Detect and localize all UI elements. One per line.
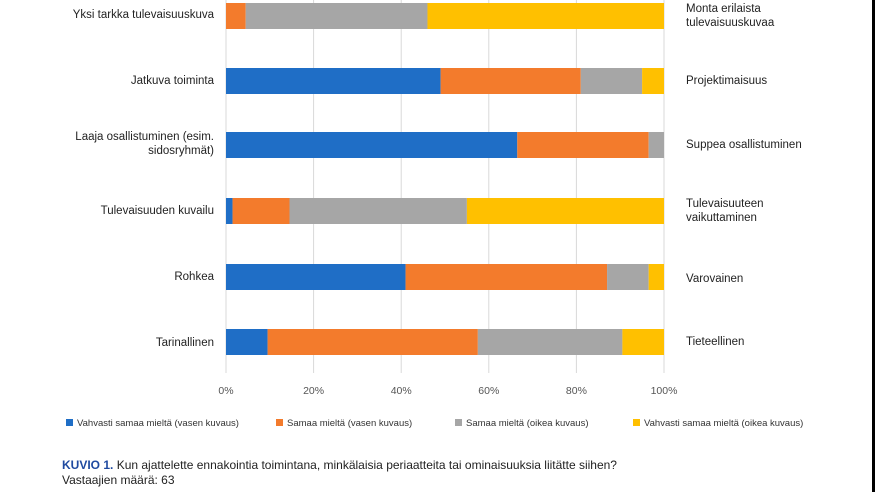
bar-segment — [226, 3, 246, 29]
right-category-label: Varovainen — [686, 273, 744, 285]
left-category-label: Rohkea — [174, 271, 214, 283]
left-category-label: Jatkuva toiminta — [130, 75, 214, 87]
left-category-label: Yksi tarkka tulevaisuuskuva — [72, 9, 214, 21]
bar-segment — [267, 329, 478, 355]
bar-segment — [226, 68, 441, 94]
x-tick-label: 20% — [303, 385, 324, 397]
bar-segment — [648, 132, 664, 158]
respondent-count: Vastaajien määrä: 63 — [62, 473, 175, 487]
legend-label: Samaa mieltä (oikea kuvaus) — [466, 418, 589, 429]
legend-item: Samaa mieltä (oikea kuvaus) — [455, 418, 589, 429]
bar-segment — [466, 198, 664, 224]
caption-label: KUVIO 1. — [62, 458, 114, 472]
right-category-label: Suppea osallistuminen — [686, 139, 802, 151]
bar-segment — [607, 264, 649, 290]
bar-segment — [226, 132, 518, 158]
left-category-label: Laaja osallistuminen (esim. sidosryhmät) — [75, 131, 214, 157]
bar-segment — [232, 198, 290, 224]
legend-item: Vahvasti samaa mieltä (oikea kuvaus) — [633, 418, 803, 429]
legend-label: Vahvasti samaa mieltä (oikea kuvaus) — [644, 418, 804, 429]
bar-segment — [648, 264, 664, 290]
legend-item: Vahvasti samaa mieltä (vasen kuvaus) — [66, 418, 239, 429]
bar-segment — [226, 264, 406, 290]
legend-item: Samaa mieltä (vasen kuvaus) — [276, 418, 412, 429]
x-tick-label: 60% — [478, 385, 499, 397]
bar-segment — [642, 68, 664, 94]
right-category-label: Monta erilaista tulevaisuuskuvaa — [686, 3, 775, 29]
legend-swatch — [455, 419, 462, 426]
right-category-label: Projektimaisuus — [686, 75, 768, 87]
bar-segment — [226, 198, 233, 224]
legend-label: Vahvasti samaa mieltä (vasen kuvaus) — [77, 418, 239, 429]
x-tick-label: 100% — [651, 385, 678, 397]
stacked-bar-chart: 0% 20% 40% 60% 80% 100% — [218, 0, 678, 397]
bar-segment — [405, 264, 608, 290]
bar-segment — [427, 3, 664, 29]
x-tick-label: 0% — [218, 385, 233, 397]
legend-swatch — [633, 419, 640, 426]
left-category-label: Tulevaisuuden kuvailu — [100, 205, 214, 217]
chart-legend: Vahvasti samaa mieltä (vasen kuvaus) Sama… — [60, 418, 850, 434]
right-category-label: Tieteellinen — [686, 336, 745, 348]
legend-swatch — [276, 419, 283, 426]
legend-swatch — [66, 419, 73, 426]
left-category-label: Tarinallinen — [155, 337, 214, 349]
bar-segment — [477, 329, 623, 355]
x-tick-label: 40% — [391, 385, 412, 397]
bar-segment — [226, 329, 268, 355]
x-tick-label: 80% — [566, 385, 587, 397]
bar-segment — [580, 68, 643, 94]
right-category-label: Tulevaisuuteen vaikuttaminen — [686, 198, 764, 224]
bar-segment — [289, 198, 467, 224]
bar-segment — [245, 3, 428, 29]
figure-caption: KUVIO 1. Kun ajattelette ennakointia toi… — [62, 458, 862, 488]
bar-segment — [517, 132, 649, 158]
legend-label: Samaa mieltä (vasen kuvaus) — [287, 418, 413, 429]
caption-text: Kun ajattelette ennakointia toimintana, … — [113, 458, 617, 472]
bar-segment — [622, 329, 664, 355]
bar-segment — [440, 68, 581, 94]
